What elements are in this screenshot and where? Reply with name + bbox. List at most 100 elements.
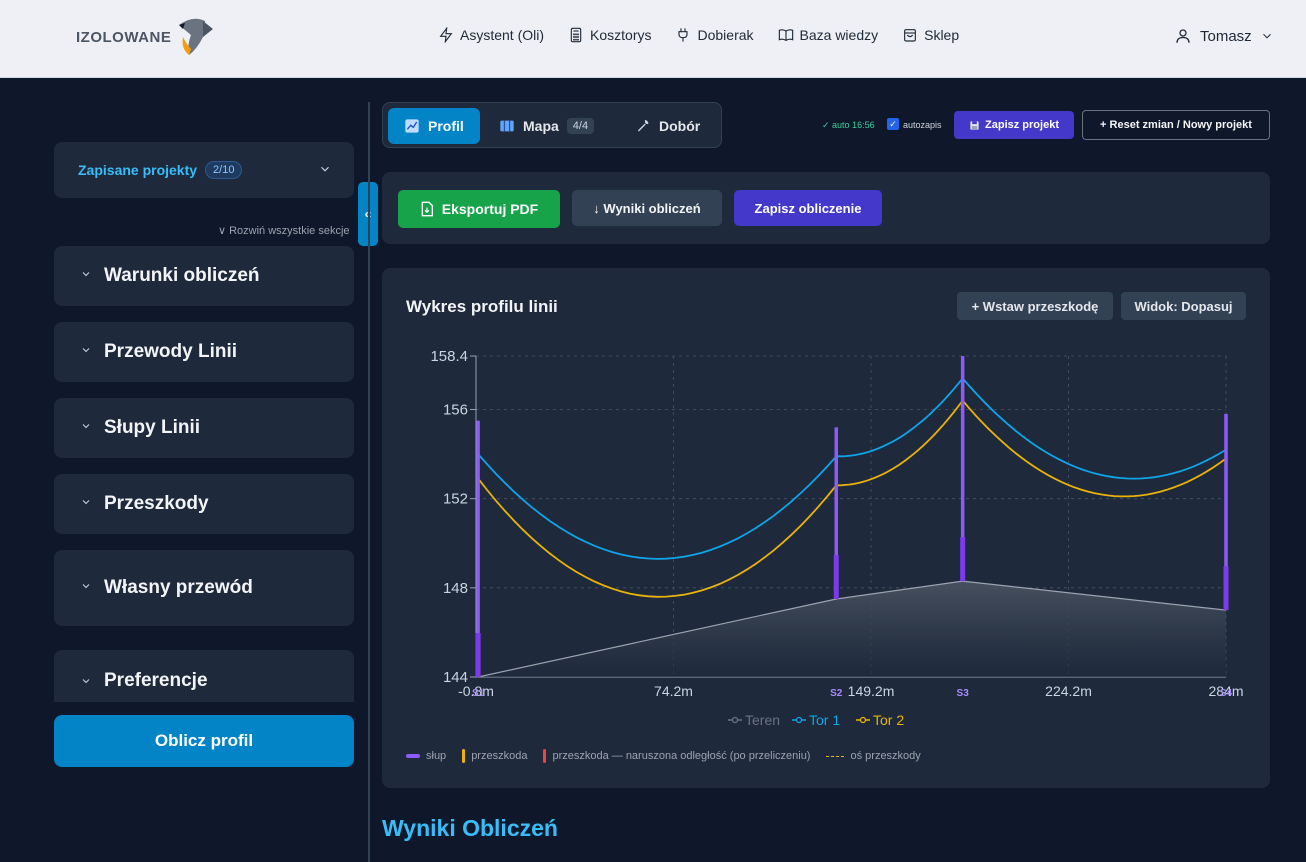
user-icon bbox=[1176, 29, 1190, 43]
floppy-icon bbox=[970, 120, 979, 130]
nav-estimate[interactable]: Kosztorys bbox=[568, 27, 651, 43]
terrain-line bbox=[477, 580, 1227, 678]
legend-marker bbox=[731, 716, 739, 724]
view-fit-button[interactable]: Widok: Dopasuj bbox=[1121, 292, 1246, 320]
chevron-down-icon bbox=[80, 495, 92, 513]
brand-name: IZOLOWANE bbox=[76, 28, 172, 46]
y-tick-label: 156 bbox=[443, 402, 468, 419]
x-tick-label: 74.2m bbox=[654, 683, 693, 699]
chevron-down-icon bbox=[80, 579, 92, 597]
section-line-conductors[interactable]: Przewody Linii bbox=[54, 322, 354, 382]
x-tick-label: 284m bbox=[1208, 683, 1243, 699]
map-icon bbox=[500, 120, 514, 132]
y-tick-label: 152 bbox=[443, 491, 468, 508]
calc-results-button[interactable]: ↓ Wyniki obliczeń bbox=[572, 190, 722, 226]
export-pdf-button[interactable]: Eksportuj PDF bbox=[398, 190, 560, 228]
lightning-icon bbox=[439, 27, 453, 43]
main-nav: Asystent (Oli) Kosztorys Dobierak Baza w… bbox=[438, 27, 959, 43]
insert-obstacle-button[interactable]: + Wstaw przeszkodę bbox=[957, 292, 1113, 320]
x-tick-label: 149.2m bbox=[848, 683, 895, 699]
y-tick-label: 148 bbox=[443, 580, 468, 597]
plug-icon bbox=[678, 28, 689, 42]
nav-shop[interactable]: Sklep bbox=[902, 27, 959, 43]
calculate-profile-button[interactable]: Oblicz profil bbox=[54, 715, 354, 767]
chevron-down-icon bbox=[80, 674, 92, 692]
chart-icon bbox=[405, 119, 419, 133]
legend-label: Teren bbox=[745, 712, 780, 728]
tab-selection[interactable]: Dobór bbox=[619, 108, 716, 144]
reset-new-project-button[interactable]: + Reset zmian / Nowy projekt bbox=[1082, 110, 1270, 140]
chevron-down-icon bbox=[80, 267, 92, 285]
key-violated: przeszkoda — naruszona odległość (po prz… bbox=[543, 749, 810, 763]
bird-logo-icon bbox=[179, 18, 214, 55]
user-name: Tomasz bbox=[1200, 27, 1252, 45]
violated-swatch bbox=[543, 749, 547, 763]
results-section-title: Wyniki Obliczeń bbox=[382, 815, 558, 841]
top-navbar: IZOLOWANE Asystent (Oli) Kosztorys Dobie… bbox=[0, 0, 1306, 78]
terrain-area bbox=[478, 581, 1226, 677]
conductor-tor1-span bbox=[836, 377, 964, 458]
obstacle-swatch bbox=[462, 749, 466, 763]
pole-swatch bbox=[406, 754, 420, 758]
save-calculation-button[interactable]: Zapisz obliczenie bbox=[734, 190, 882, 226]
legend-label: Tor 2 bbox=[873, 712, 904, 728]
chevron-down-icon bbox=[1262, 33, 1271, 39]
legend-marker bbox=[795, 716, 803, 724]
saved-projects-title: Zapisane projekty bbox=[78, 162, 198, 178]
chevron-down-icon bbox=[80, 419, 92, 437]
calculator-icon bbox=[570, 27, 582, 43]
chevron-down-icon bbox=[80, 343, 92, 361]
chart-key: słup przeszkoda przeszkoda — naruszona o… bbox=[406, 749, 921, 763]
autosave-label: autozapis bbox=[903, 120, 942, 130]
pole-label: S1 bbox=[472, 688, 485, 699]
pole-label: S3 bbox=[957, 688, 970, 699]
profile-chart[interactable]: 144 148 152 156 158.4 -0.8m 74.2m 149.2m 224.2m 2… bbox=[382, 268, 1270, 788]
pole-label: S2 bbox=[830, 688, 843, 699]
brand-logo[interactable]: IZOLOWANE bbox=[76, 14, 215, 60]
key-pole: słup bbox=[406, 750, 446, 762]
nav-selector[interactable]: Dobierak bbox=[675, 27, 754, 43]
nav-assistant[interactable]: Asystent (Oli) bbox=[438, 27, 544, 43]
section-preferences[interactable]: Preferencje bbox=[54, 650, 354, 702]
conductor-tor2-span bbox=[477, 478, 837, 598]
nav-knowledge-base[interactable]: Baza wiedzy bbox=[778, 27, 878, 43]
profile-chart-card: 144 148 152 156 158.4 -0.8m 74.2m 149.2m 224.2m 2… bbox=[382, 268, 1270, 788]
wrench-icon bbox=[638, 120, 649, 132]
saved-projects-count: 2/10 bbox=[205, 161, 243, 179]
key-obstacle: przeszkoda bbox=[462, 749, 527, 763]
section-custom-conductor[interactable]: Własny przewód bbox=[54, 550, 354, 626]
section-line-poles[interactable]: Słupy Linii bbox=[54, 398, 354, 458]
view-tabs: Profil Mapa 4/4 Dobór bbox=[382, 102, 722, 148]
axis-swatch bbox=[826, 755, 845, 757]
document-icon bbox=[421, 201, 433, 217]
legend-marker bbox=[859, 716, 867, 724]
save-project-button[interactable]: Zapisz projekt bbox=[954, 111, 1074, 139]
section-calc-conditions[interactable]: Warunki obliczeń bbox=[54, 246, 354, 306]
y-tick-label: 144 bbox=[443, 669, 468, 686]
chart-title: Wykres profilu linii bbox=[406, 297, 558, 316]
conductor-tor2-span bbox=[962, 400, 1227, 498]
x-tick-label: 224.2m bbox=[1045, 683, 1092, 699]
action-bar: Eksportuj PDF ↓ Wyniki obliczeń Zapisz o… bbox=[382, 172, 1270, 244]
legend-label: Tor 1 bbox=[809, 712, 840, 728]
book-icon bbox=[778, 29, 793, 41]
conductor-tor1-span bbox=[962, 377, 1227, 480]
y-tick-label: 158.4 bbox=[430, 348, 468, 365]
key-obstacle-axis: oś przeszkody bbox=[826, 750, 921, 762]
autosave-status: ✓ auto 16:56 bbox=[822, 120, 875, 130]
panel-divider[interactable] bbox=[368, 102, 370, 862]
expand-all-sections-link[interactable]: ∨ Rozwiń wszystkie sekcje bbox=[218, 225, 350, 237]
conductor-tor2-span bbox=[836, 400, 964, 487]
section-obstacles[interactable]: Przeszkody bbox=[54, 474, 354, 534]
tab-map[interactable]: Mapa 4/4 bbox=[483, 108, 610, 144]
x-tick-label: -0.8m bbox=[458, 683, 494, 699]
pole-label: S4 bbox=[1220, 688, 1233, 699]
autosave-checkbox[interactable]: ✓ bbox=[887, 118, 899, 130]
chevron-down-icon[interactable] bbox=[318, 162, 332, 181]
bag-icon bbox=[904, 29, 917, 42]
tab-profile[interactable]: Profil bbox=[388, 108, 480, 144]
saved-projects-panel[interactable]: Zapisane projekty 2/10 bbox=[54, 142, 354, 198]
map-count-badge: 4/4 bbox=[566, 118, 595, 134]
user-menu[interactable]: Tomasz bbox=[1174, 27, 1274, 45]
conductor-tor1-span bbox=[477, 453, 837, 560]
